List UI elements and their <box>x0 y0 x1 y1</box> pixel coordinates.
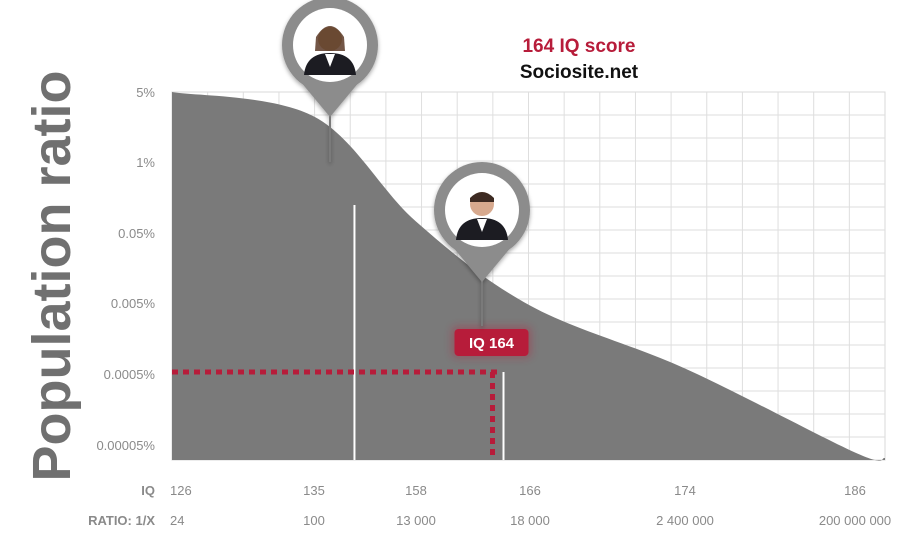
avatar-icon <box>304 26 356 75</box>
y-tick-label: 0.00005% <box>96 438 155 453</box>
chart-subtitle: Sociosite.net <box>520 62 639 83</box>
x-tick-label: 135 <box>303 483 325 498</box>
avatar-hair <box>315 26 345 51</box>
x-ticks: IQ 126 135 158 166 174 186 RATIO: 1/X 24 100 13 00… <box>88 483 891 528</box>
callout-label: IQ 164 <box>469 335 515 352</box>
y-axis-label: Population ratio <box>22 71 82 482</box>
callout-box <box>454 329 529 356</box>
avatar-icon <box>456 192 508 240</box>
male-portrait-pin <box>434 162 530 326</box>
x-tick-label: 200 000 000 <box>819 513 891 528</box>
x-tick-label: 174 <box>674 483 696 498</box>
x-tick-label: 166 <box>519 483 541 498</box>
y-tick-label: 0.0005% <box>104 367 156 382</box>
y-tick-label: 1% <box>136 155 155 170</box>
labels: Population ratio 164 IQ score Sociosite.… <box>22 36 639 482</box>
x-row-label: RATIO: 1/X <box>88 513 155 528</box>
x-row-label: IQ <box>141 483 155 498</box>
x-tick-label: 100 <box>303 513 325 528</box>
x-tick-label: 13 000 <box>396 513 436 528</box>
x-tick-label: 24 <box>170 513 184 528</box>
chart-title: 164 IQ score <box>522 36 635 57</box>
female-portrait-pin <box>282 0 378 162</box>
x-tick-label: 2 400 000 <box>656 513 714 528</box>
x-tick-label: 18 000 <box>510 513 550 528</box>
avatar-collar <box>325 54 335 67</box>
avatar-hair <box>470 192 494 202</box>
y-tick-label: 5% <box>136 85 155 100</box>
pins <box>282 0 530 326</box>
y-tick-label: 0.005% <box>111 296 156 311</box>
x-tick-label: 126 <box>170 483 192 498</box>
iq-marker: IQ 164 <box>172 205 532 460</box>
x-tick-label: 186 <box>844 483 866 498</box>
y-ticks: 5% 1% 0.05% 0.005% 0.0005% 0.00005% <box>96 85 155 453</box>
x-tick-label: 158 <box>405 483 427 498</box>
y-tick-label: 0.05% <box>118 226 155 241</box>
avatar-collar <box>477 219 487 232</box>
